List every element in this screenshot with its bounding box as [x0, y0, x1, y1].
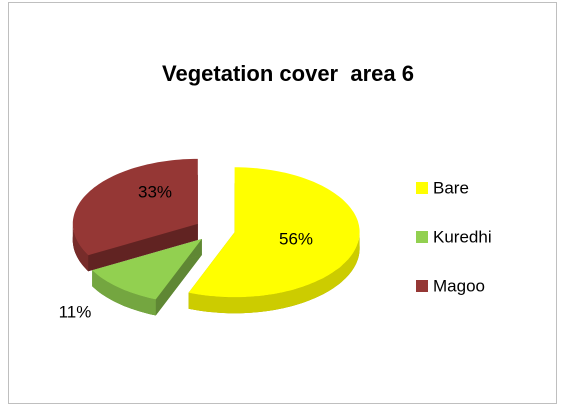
slice-face: [88, 223, 198, 272]
slice: [72, 158, 198, 272]
slice-top: [188, 167, 360, 298]
slice-side: [188, 232, 360, 314]
legend-swatch: [416, 231, 428, 243]
slice-side: [72, 223, 89, 272]
slice-side-shade: [72, 223, 89, 272]
chart-title: Vegetation cover area 6: [162, 61, 414, 86]
legend-label: Kuredhi: [433, 227, 492, 246]
slice-top: [92, 239, 202, 300]
pie: 56% 11% 33%: [59, 158, 360, 321]
slice: [92, 239, 202, 316]
data-label: 11%: [59, 302, 92, 321]
legend-swatch: [416, 182, 428, 194]
slice-face-shade: [88, 223, 198, 272]
slice-side-shade: [92, 270, 156, 316]
data-label: 33%: [138, 182, 172, 201]
slice-side-shade: [188, 232, 360, 314]
legend-swatch: [416, 280, 428, 292]
legend: Bare Kuredhi Magoo: [416, 178, 492, 295]
legend-label: Bare: [433, 178, 469, 197]
data-label: 56%: [279, 229, 313, 248]
slice-side: [92, 270, 156, 316]
legend-label: Magoo: [433, 276, 485, 295]
slice-top: [72, 158, 198, 256]
slice: [188, 167, 360, 314]
